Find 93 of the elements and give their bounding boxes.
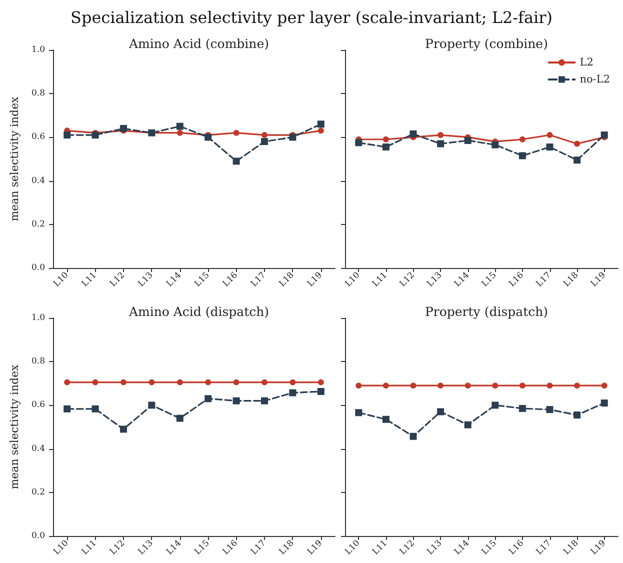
point <box>232 158 240 165</box>
point <box>464 421 472 428</box>
point <box>492 382 498 389</box>
point <box>289 389 296 396</box>
text: Specialization selectivity per layer (scale-invariant; L2-fair) <box>69 8 554 27</box>
point <box>120 379 126 386</box>
point <box>120 426 127 433</box>
y-tick-label: 1.0 <box>31 313 45 323</box>
point <box>546 382 553 389</box>
point <box>204 395 212 402</box>
point <box>546 132 553 138</box>
point <box>261 138 268 146</box>
point <box>437 140 444 148</box>
y-tick-label: 0.0 <box>31 263 45 273</box>
point <box>574 382 580 389</box>
point <box>92 379 98 386</box>
point <box>574 412 581 419</box>
point <box>317 388 324 395</box>
point <box>204 134 212 141</box>
point <box>64 132 71 139</box>
legend-label: no-L2 <box>580 74 610 86</box>
point <box>148 402 156 409</box>
point <box>574 140 580 147</box>
point <box>355 409 362 416</box>
point <box>518 404 526 412</box>
point <box>205 379 212 386</box>
y-tick-label: 0.2 <box>31 219 45 230</box>
point <box>262 379 268 386</box>
point <box>355 139 362 146</box>
point <box>464 382 471 389</box>
point <box>120 124 127 132</box>
point <box>410 130 417 138</box>
y-tick-label: 1.0 <box>31 45 45 55</box>
point <box>233 130 240 136</box>
point <box>356 382 362 389</box>
point <box>64 379 70 386</box>
chart-title: Amino Acid (dispatch) <box>128 304 270 319</box>
point <box>464 136 472 144</box>
y-tick-label: 0.0 <box>31 531 45 541</box>
y-axis-title: mean selectivity index <box>8 96 21 222</box>
point <box>410 382 416 389</box>
point <box>437 408 444 416</box>
y-tick-label: 0.6 <box>31 400 45 410</box>
point <box>318 128 324 134</box>
y-tick-label: 0.4 <box>31 444 45 454</box>
y-tick-label: 0.2 <box>31 487 45 498</box>
x-tick-label: L11 <box>370 270 390 290</box>
point <box>600 400 608 407</box>
point <box>382 136 389 142</box>
point <box>382 382 389 389</box>
chart-title: Property (combine) <box>425 36 548 51</box>
point <box>92 132 99 139</box>
point <box>92 405 99 412</box>
point <box>546 406 554 414</box>
legend-label: L2 <box>580 56 594 68</box>
chart-title: Property (dispatch) <box>424 304 548 319</box>
point <box>232 397 240 404</box>
point <box>519 382 526 389</box>
point <box>438 132 444 138</box>
point <box>438 382 444 389</box>
point <box>176 379 183 386</box>
point <box>546 144 554 151</box>
y-tick-label: 0.6 <box>31 132 45 142</box>
point <box>518 152 526 160</box>
point <box>176 130 183 136</box>
point <box>289 134 296 141</box>
point <box>290 379 296 386</box>
point <box>574 156 581 164</box>
point <box>148 379 155 386</box>
point <box>519 136 526 142</box>
point <box>600 132 608 139</box>
point <box>601 382 608 389</box>
point <box>262 132 268 138</box>
y-tick-label: 0.4 <box>31 176 45 186</box>
x-tick-label: L11 <box>370 538 390 558</box>
point <box>176 122 184 130</box>
point <box>492 141 499 148</box>
y-tick-label: 0.8 <box>31 88 45 99</box>
point <box>318 379 324 386</box>
point <box>233 379 240 386</box>
point <box>382 416 390 423</box>
point <box>317 120 324 128</box>
x-tick-label: L11 <box>80 270 99 290</box>
point <box>382 144 390 151</box>
point <box>64 405 71 412</box>
y-axis-title: mean selectivity index <box>8 364 21 490</box>
y-tick-label: 0.8 <box>31 356 45 367</box>
point <box>176 414 184 422</box>
point <box>261 397 268 404</box>
point <box>492 402 499 409</box>
x-tick-label: L11 <box>80 538 99 558</box>
chart-title: Amino Acid (combine) <box>128 36 270 51</box>
point <box>410 432 417 440</box>
